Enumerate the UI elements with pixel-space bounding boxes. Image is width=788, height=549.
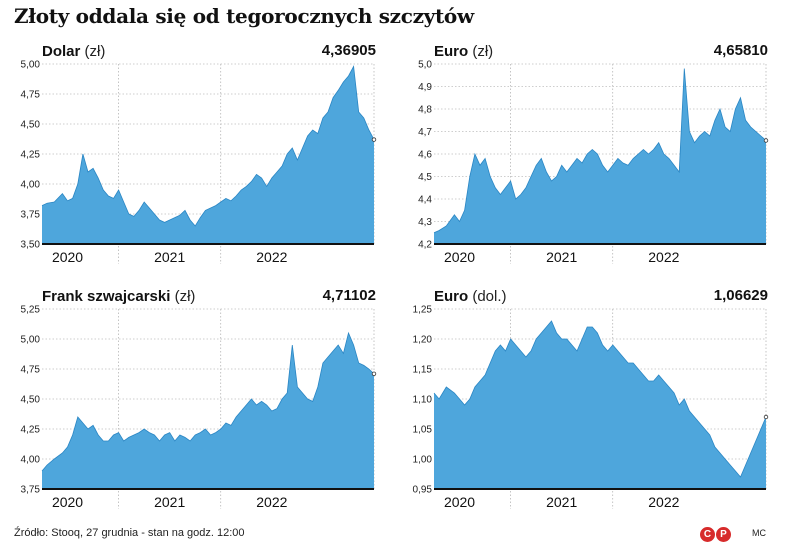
y-tick-label: 4,9: [418, 82, 432, 93]
chart-plot: 4,2 4,3 4,4 4,5 4,6 4,7 4,8 4,9 5,0 2020 2021 2022: [418, 60, 769, 265]
series-area: [434, 68, 766, 244]
chart-panel-euro-usd: Euro (dol.) 1,06629 0,95 1,00 1,05 1,10 1,15…: [404, 287, 776, 522]
last-value: 4,36905: [321, 42, 376, 59]
y-tick-label: 0,95: [413, 485, 433, 496]
x-tick-label: 2021: [546, 494, 577, 510]
y-tick-label: 5,00: [21, 60, 41, 71]
series-unit: (zł): [472, 43, 494, 60]
y-tick-label: 4,8: [418, 105, 432, 116]
y-tick-label: 4,50: [21, 395, 41, 406]
y-tick-label: 1,10: [413, 395, 433, 406]
y-tick-label: 3,75: [21, 485, 41, 496]
y-tick-label: 1,20: [413, 335, 433, 346]
chart-title: Euro (zł): [434, 43, 493, 60]
y-tick-label: 1,00: [413, 455, 433, 466]
series-line: [433, 320, 767, 478]
source-note: Źródło: Stooq, 27 grudnia - stan na godz…: [14, 527, 245, 539]
series-line: [41, 331, 375, 472]
y-tick-label: 1,05: [413, 425, 433, 436]
x-tick-label: 2022: [256, 249, 287, 265]
y-tick-label: 4,2: [418, 240, 432, 251]
y-tick-label: 4,00: [21, 455, 41, 466]
series-line: [433, 68, 767, 234]
chart-title: Frank szwajcarski (zł): [42, 288, 195, 305]
x-tick-label: 2022: [648, 249, 679, 265]
x-tick-label: 2021: [154, 249, 185, 265]
x-tick-label: 2020: [444, 249, 475, 265]
series-name: Frank szwajcarski: [42, 288, 171, 305]
chart-panel-dolar: Dolar (zł) 4,36905 3,50 3,75 4,00 4,25 4,50 4…: [12, 42, 384, 277]
last-value: 4,71102: [322, 287, 376, 304]
logo-letter: C: [700, 527, 715, 542]
main-title: Złoty oddala się od tegorocznych szczytó…: [14, 4, 474, 28]
logo-letter: P: [716, 527, 731, 542]
series-name: Euro: [434, 288, 469, 305]
last-point-marker: [763, 138, 769, 143]
y-tick-label: 4,5: [418, 172, 432, 183]
y-tick-label: 5,25: [21, 305, 41, 316]
y-tick-label: 3,75: [21, 210, 41, 221]
x-tick-label: 2022: [256, 494, 287, 510]
y-tick-label: 4,25: [21, 425, 41, 436]
last-point-marker: [371, 137, 377, 142]
y-tick-label: 4,7: [418, 127, 432, 138]
y-tick-label: 3,50: [21, 240, 41, 251]
y-tick-label: 4,4: [418, 195, 432, 206]
y-tick-label: 4,50: [21, 120, 41, 131]
y-tick-label: 5,00: [21, 335, 41, 346]
y-tick-label: 4,3: [418, 217, 432, 228]
chart-panel-euro-pln: Euro (zł) 4,65810 4,2 4,3 4,4 4,5 4,6 4,7 4,8 4…: [404, 42, 776, 277]
series-unit: (dol.): [472, 288, 507, 305]
series-name: Euro: [434, 43, 469, 60]
last-value: 1,06629: [713, 287, 768, 304]
y-tick-label: 4,75: [21, 365, 41, 376]
series-name: Dolar: [42, 43, 81, 60]
x-tick-label: 2021: [546, 249, 577, 265]
y-tick-label: 4,00: [21, 180, 41, 191]
chart-title: Dolar (zł): [42, 43, 105, 60]
last-point-marker: [371, 371, 377, 376]
x-tick-label: 2020: [52, 494, 83, 510]
chart-title: Euro (dol.): [434, 288, 507, 305]
chart-panel-frank: Frank szwajcarski (zł) 4,71102 3,75 4,00 4…: [12, 287, 384, 522]
x-tick-label: 2020: [444, 494, 475, 510]
series-area: [42, 66, 374, 245]
y-tick-label: 4,25: [21, 150, 41, 161]
series-area: [42, 333, 374, 489]
chart-plot: 0,95 1,00 1,05 1,10 1,15 1,20 1,25 2020 2021 2022: [413, 305, 769, 510]
y-tick-label: 5,0: [418, 60, 432, 71]
x-tick-label: 2021: [154, 494, 185, 510]
y-tick-label: 1,15: [413, 365, 433, 376]
x-tick-label: 2022: [648, 494, 679, 510]
y-tick-label: 4,6: [418, 150, 432, 161]
series-area: [434, 321, 766, 489]
chart-plot: 3,75 4,00 4,25 4,50 4,75 5,00 5,25 2020 2021 2022: [21, 305, 377, 510]
y-tick-label: 1,25: [413, 305, 433, 316]
x-tick-label: 2020: [52, 249, 83, 265]
y-tick-label: 4,75: [21, 90, 41, 101]
last-point-marker: [763, 414, 769, 420]
series-unit: (zł): [174, 288, 196, 305]
series-line: [41, 65, 375, 227]
series-unit: (zł): [84, 43, 106, 60]
last-value: 4,65810: [713, 42, 768, 59]
chart-plot: 3,50 3,75 4,00 4,25 4,50 4,75 5,00 2020 2021 2022: [21, 60, 377, 265]
author-initials: MC: [752, 528, 766, 538]
